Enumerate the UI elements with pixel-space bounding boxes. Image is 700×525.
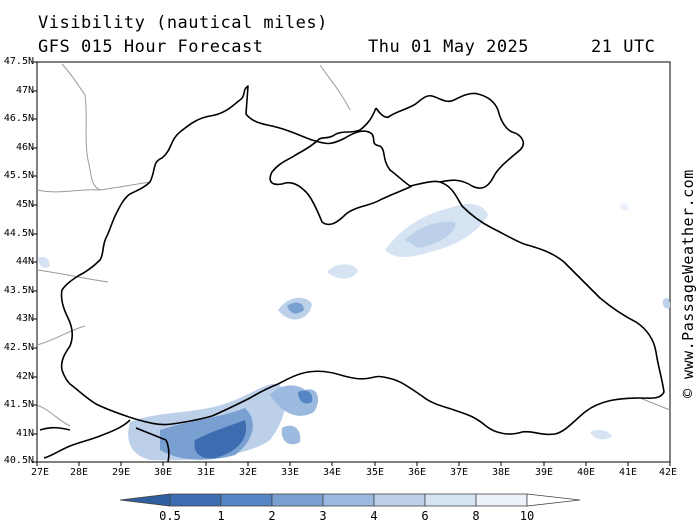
lon-label: 28E: [69, 467, 89, 478]
colorbar-label: 10: [519, 509, 535, 523]
colorbar-min-arrow: [119, 493, 171, 507]
lat-label: 45.5N: [3, 170, 34, 181]
lon-label: 34E: [322, 467, 342, 478]
colorbar-label: 3: [319, 509, 327, 523]
lat-label: 43N: [15, 313, 34, 324]
colorbar: [119, 493, 581, 507]
lon-label: 39E: [534, 467, 554, 478]
lat-label: 44.5N: [3, 228, 34, 239]
lon-label: 32E: [238, 467, 258, 478]
lat-label: 41.5N: [3, 399, 34, 410]
country-borders: [36, 63, 671, 427]
lon-label: 36E: [407, 467, 427, 478]
lat-label: 42N: [15, 371, 34, 382]
colorbar-segment: [475, 493, 528, 507]
lat-label: 46N: [15, 142, 34, 153]
colorbar-segment: [373, 493, 426, 507]
forecast-subtitle: GFS 015 Hour Forecast: [38, 37, 264, 57]
visibility-patches: [38, 203, 671, 461]
map-frame: [36, 61, 671, 463]
lat-label: 43.5N: [3, 285, 34, 296]
lon-label: 38E: [491, 467, 511, 478]
coastline: [39, 85, 665, 463]
lat-label: 44N: [15, 256, 34, 267]
lon-label: 37E: [449, 467, 469, 478]
lat-label: 45N: [15, 199, 34, 210]
lon-label: 33E: [280, 467, 300, 478]
colorbar-segment: [424, 493, 477, 507]
colorbar-label: 1: [217, 509, 225, 523]
lat-label: 47.5N: [3, 56, 34, 67]
lon-label: 41E: [618, 467, 638, 478]
colorbar-label: 8: [472, 509, 480, 523]
colorbar-label: 2: [268, 509, 276, 523]
lon-label: 29E: [111, 467, 131, 478]
colorbar-label: 0.5: [159, 509, 181, 523]
website-credit: © www.PassageWeather.com: [679, 169, 697, 398]
colorbar-segment: [169, 493, 222, 507]
lon-label: 35E: [365, 467, 385, 478]
lat-label: 46.5N: [3, 113, 34, 124]
colorbar-label: 4: [370, 509, 378, 523]
lon-label: 31E: [196, 467, 216, 478]
colorbar-label: 6: [421, 509, 429, 523]
forecast-date: Thu 01 May 2025: [368, 37, 530, 57]
map-title: Visibility (nautical miles): [38, 13, 328, 33]
colorbar-segment: [220, 493, 273, 507]
lat-label: 47N: [15, 85, 34, 96]
lat-label: 42.5N: [3, 342, 34, 353]
axis-ticks: [33, 61, 671, 466]
colorbar-segment: [322, 493, 375, 507]
lon-label: 27E: [30, 467, 50, 478]
colorbar-segment: [271, 493, 324, 507]
forecast-time: 21 UTC: [591, 37, 656, 57]
lon-label: 42E: [658, 467, 678, 478]
lat-label: 41N: [15, 428, 34, 439]
lon-label: 40E: [576, 467, 596, 478]
lat-label: 40.5N: [3, 455, 34, 466]
colorbar-max-arrow: [526, 493, 581, 507]
lon-label: 30E: [153, 467, 173, 478]
